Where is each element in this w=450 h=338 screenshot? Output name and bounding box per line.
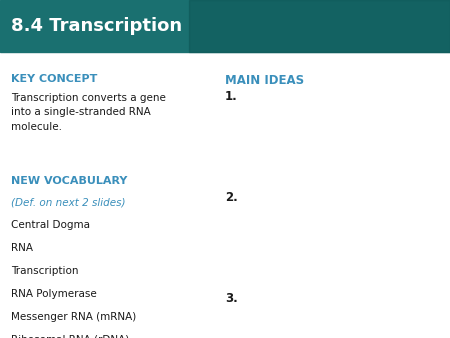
Text: 8.4 Transcription: 8.4 Transcription bbox=[11, 17, 182, 35]
Text: MAIN IDEAS: MAIN IDEAS bbox=[225, 74, 304, 87]
Text: Ribosomal RNA (rDNA): Ribosomal RNA (rDNA) bbox=[11, 335, 130, 338]
Text: 3.: 3. bbox=[225, 292, 238, 305]
Text: Transcription: Transcription bbox=[11, 266, 79, 276]
Text: (Def. on next 2 slides): (Def. on next 2 slides) bbox=[11, 198, 126, 208]
Text: 2.: 2. bbox=[225, 191, 238, 204]
Text: KEY CONCEPT: KEY CONCEPT bbox=[11, 74, 98, 84]
Text: RNA Polymerase: RNA Polymerase bbox=[11, 289, 97, 299]
Text: NEW VOCABULARY: NEW VOCABULARY bbox=[11, 176, 128, 186]
Bar bbox=[0, 52, 450, 338]
Text: Transcription converts a gene
into a single-stranded RNA
molecule.: Transcription converts a gene into a sin… bbox=[11, 93, 166, 132]
Text: Messenger RNA (mRNA): Messenger RNA (mRNA) bbox=[11, 312, 136, 322]
Text: Central Dogma: Central Dogma bbox=[11, 220, 90, 230]
Bar bbox=[189, 0, 450, 52]
Text: RNA: RNA bbox=[11, 243, 33, 253]
Bar bbox=[0, 0, 450, 52]
Text: 1.: 1. bbox=[225, 90, 238, 102]
